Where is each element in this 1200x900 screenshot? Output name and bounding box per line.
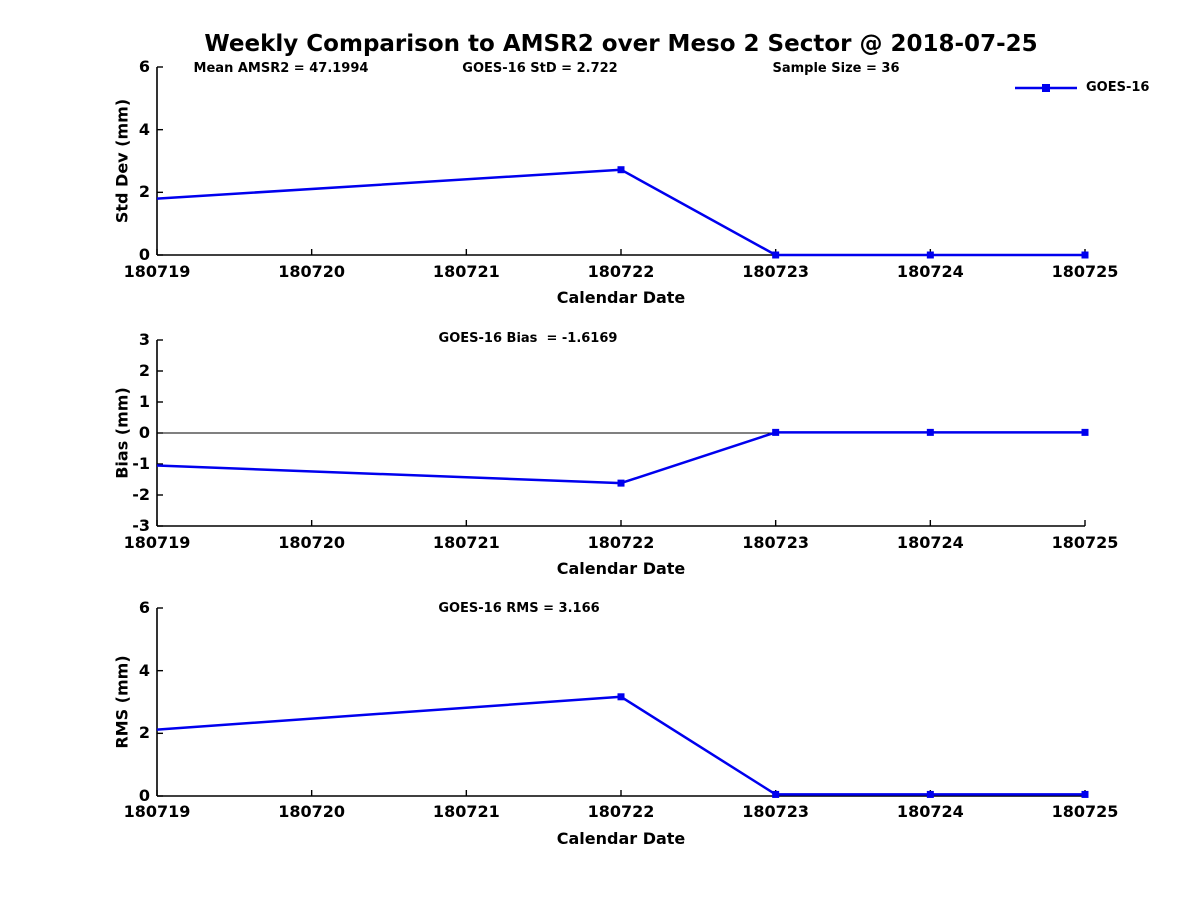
std-dev-plot-area	[156, 66, 1089, 259]
bias-plot-area	[156, 339, 1089, 527]
x-tick-label: 180720	[278, 262, 346, 281]
GOES-16-marker	[772, 790, 780, 798]
x-tick-label: 180722	[587, 262, 655, 281]
x-tick-label: 180724	[896, 533, 964, 552]
x-tick-label: 180721	[432, 802, 500, 821]
rms-plot-area	[156, 607, 1089, 798]
x-tick-label: 180722	[587, 533, 655, 552]
GOES-16-marker	[617, 166, 625, 174]
x-tick-label: 180719	[123, 262, 191, 281]
GOES-16-marker	[1081, 790, 1089, 798]
x-tick-label: 180725	[1051, 262, 1119, 281]
annotation-sample-size: Sample Size = 36	[772, 61, 900, 76]
x-tick-label: 180724	[896, 802, 964, 821]
x-tick-label: 180722	[587, 802, 655, 821]
GOES-16-marker	[926, 428, 934, 436]
GOES-16-marker	[617, 693, 625, 701]
y-tick-label: -1	[132, 454, 150, 473]
annotation-goes16-bias: GOES-16 Bias = -1.6169	[438, 331, 618, 346]
x-tick-label: 180725	[1051, 533, 1119, 552]
y-tick-label: 2	[138, 723, 150, 743]
y-tick-label: 3	[138, 330, 150, 349]
stddev-x-axis-label: Calendar Date	[556, 288, 686, 307]
y-tick-label: 0	[138, 786, 150, 805]
x-tick-label: 180724	[896, 262, 964, 281]
x-tick-label: 180723	[742, 533, 810, 552]
figure-title: Weekly Comparison to AMSR2 over Meso 2 S…	[204, 31, 1038, 57]
y-tick-label: 4	[138, 660, 150, 680]
legend-label: GOES-16	[1086, 80, 1150, 95]
GOES-16-marker	[772, 251, 780, 259]
x-tick-label: 180721	[432, 262, 500, 281]
y-tick-label: 6	[138, 598, 150, 617]
annotation-goes16-rms: GOES-16 RMS = 3.166	[438, 601, 600, 616]
legend: GOES-16	[1015, 81, 1149, 95]
x-tick-label: 180719	[123, 802, 191, 821]
y-tick-label: 2	[138, 361, 150, 380]
x-tick-label: 180721	[432, 533, 500, 552]
GOES-16-line	[156, 695, 1085, 796]
GOES-16-marker	[926, 790, 934, 798]
y-tick-label: 6	[138, 57, 150, 76]
legend-line-marker-icon	[1015, 84, 1077, 92]
x-tick-label: 180723	[742, 802, 810, 821]
y-tick-label: 4	[138, 119, 150, 139]
GOES-16-marker	[772, 428, 780, 436]
x-tick-label: 180719	[123, 533, 191, 552]
x-tick-label: 180720	[278, 533, 346, 552]
annotation-mean-amsr2: Mean AMSR2 = 47.1994	[193, 61, 369, 76]
rms-x-axis-label: Calendar Date	[556, 829, 686, 848]
x-tick-label: 180720	[278, 802, 346, 821]
y-tick-label: -2	[132, 485, 150, 504]
y-tick-label: 2	[138, 182, 150, 202]
bias-x-axis-label: Calendar Date	[556, 559, 686, 578]
y-tick-label: 0	[138, 423, 150, 442]
GOES-16-marker	[1081, 251, 1089, 259]
y-tick-label: 0	[138, 245, 150, 264]
GOES-16-marker	[1081, 428, 1089, 436]
x-tick-label: 180725	[1051, 802, 1119, 821]
y-tick-label: 1	[138, 392, 150, 411]
x-tick-label: 180723	[742, 262, 810, 281]
annotation-goes16-std: GOES-16 StD = 2.722	[462, 61, 618, 76]
y-tick-label: -3	[132, 516, 150, 535]
GOES-16-marker	[617, 479, 625, 487]
GOES-16-marker	[926, 251, 934, 259]
